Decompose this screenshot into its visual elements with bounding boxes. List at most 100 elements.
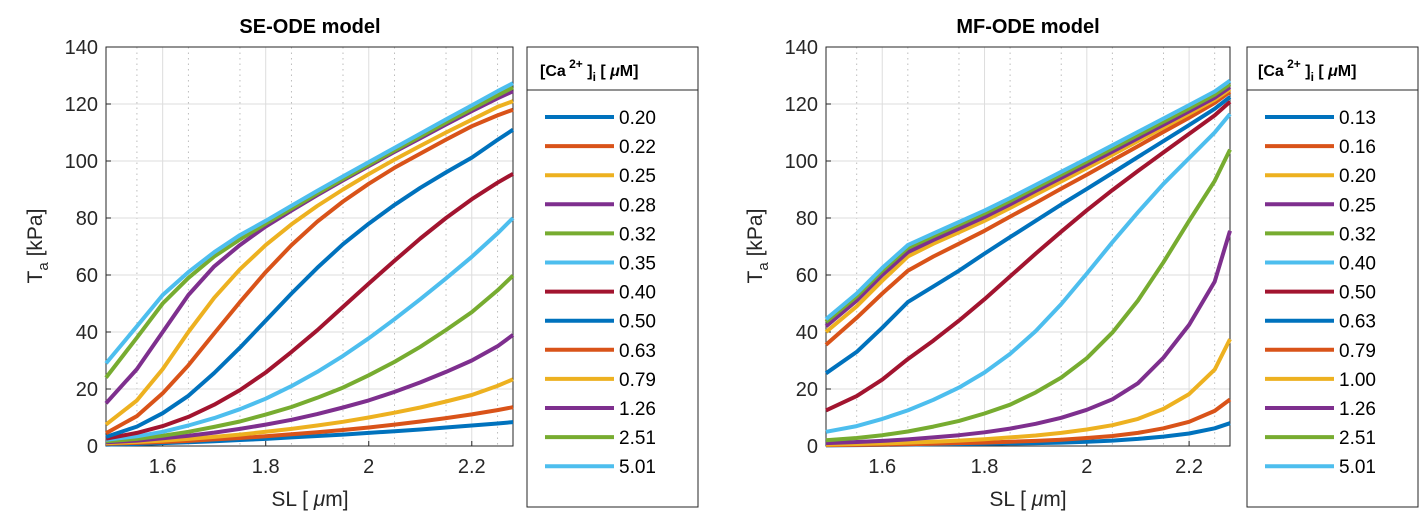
x-tick-label: 2.2 bbox=[458, 456, 486, 478]
series-line-0.35 bbox=[105, 216, 515, 442]
x-tick-label: 1.8 bbox=[971, 456, 999, 478]
series-lines bbox=[104, 81, 515, 447]
y-tick-label: 20 bbox=[796, 379, 818, 401]
legend-item: 0.28 bbox=[545, 195, 656, 216]
legend-item: 1.26 bbox=[1265, 399, 1376, 420]
x-tick-label: 1.6 bbox=[149, 456, 177, 478]
series-line-0.63 bbox=[824, 95, 1232, 375]
legend-label: 0.25 bbox=[619, 166, 656, 187]
legend-items: 0.13 0.16 0.20 0.25 0.32 0.40 0.50 0.63 0.79 1.00… bbox=[1265, 108, 1376, 478]
legend-item: 0.20 bbox=[545, 108, 656, 129]
legend-item: 0.63 bbox=[545, 341, 656, 362]
y-tick-label: 60 bbox=[796, 265, 818, 287]
y-tick-label: 20 bbox=[76, 379, 98, 401]
legend-items: 0.20 0.22 0.25 0.28 0.32 0.35 0.40 0.50 0.63 0.79… bbox=[545, 108, 656, 478]
series-line-5.01 bbox=[824, 78, 1232, 321]
legend-label: 0.13 bbox=[1339, 108, 1376, 129]
series-line-0.79 bbox=[824, 90, 1232, 347]
x-tick-label: 2 bbox=[1081, 456, 1092, 478]
y-tick-label: 100 bbox=[785, 151, 818, 173]
axes-box bbox=[825, 46, 1231, 447]
series-line-2.51 bbox=[824, 82, 1232, 324]
legend-label: 0.50 bbox=[619, 312, 656, 333]
x-tick-label: 1.8 bbox=[252, 456, 280, 478]
legend-label: 0.40 bbox=[1339, 254, 1376, 275]
legend-item: 0.32 bbox=[545, 224, 656, 245]
y-tick-label: 120 bbox=[65, 94, 98, 116]
series-line-1.00 bbox=[824, 87, 1232, 334]
y-axis-label: Ta [kPa] bbox=[744, 209, 772, 284]
axes-box bbox=[105, 46, 514, 447]
series-lines bbox=[824, 78, 1232, 448]
chart-se-ode: 0 20 40 60 80 100 120 140 1.6 1.8 2 2.2 SE-ODE mod… bbox=[24, 16, 699, 511]
legend-item: 2.51 bbox=[1265, 428, 1376, 449]
series-line-0.32 bbox=[105, 274, 515, 444]
y-tick-label: 0 bbox=[807, 436, 818, 458]
legend-item: 0.50 bbox=[545, 312, 656, 333]
legend-label: 0.79 bbox=[1339, 341, 1376, 362]
legend-item: 0.25 bbox=[1265, 195, 1376, 216]
y-tick-label: 40 bbox=[796, 322, 818, 344]
series-line-0.32 bbox=[825, 148, 1232, 443]
series-line-0.25 bbox=[825, 230, 1232, 446]
legend-item: 0.32 bbox=[1265, 224, 1376, 245]
series-line-2.51 bbox=[104, 85, 514, 379]
chart-title: SE-ODE model bbox=[239, 16, 380, 38]
y-axis-label: Ta [kPa] bbox=[24, 209, 52, 284]
legend-item: 0.79 bbox=[1265, 341, 1376, 362]
legend-item: 0.25 bbox=[545, 166, 656, 187]
y-tick-label: 140 bbox=[65, 37, 98, 59]
legend-label: 0.20 bbox=[1339, 166, 1376, 187]
legend-label: 1.26 bbox=[1339, 399, 1376, 420]
legend-label: 0.35 bbox=[619, 254, 656, 275]
legend-label: 0.32 bbox=[1339, 224, 1376, 245]
legend-item: 0.63 bbox=[1265, 312, 1376, 333]
legend-label: 0.63 bbox=[619, 341, 656, 362]
chart-title: MF-ODE model bbox=[956, 16, 1099, 38]
series-line-0.63 bbox=[105, 107, 514, 435]
legend-item: 5.01 bbox=[1265, 457, 1376, 478]
series-line-0.50 bbox=[825, 100, 1232, 413]
legend-item: 0.79 bbox=[545, 370, 656, 391]
legend-label: 0.20 bbox=[619, 108, 656, 129]
series-line-0.20 bbox=[825, 338, 1232, 447]
series-line-0.79 bbox=[104, 99, 514, 427]
series-line-0.40 bbox=[105, 172, 514, 441]
legend-item: 1.26 bbox=[545, 399, 656, 420]
y-tick-labels: 0 20 40 60 80 100 120 140 bbox=[785, 37, 818, 458]
legend-label: 0.40 bbox=[619, 283, 656, 304]
legend-label: 5.01 bbox=[1339, 457, 1376, 478]
legend-label: 0.79 bbox=[619, 370, 656, 391]
y-tick-labels: 0 20 40 60 80 100 120 140 bbox=[65, 37, 98, 458]
chart-mf-ode: 0 20 40 60 80 100 120 140 1.6 1.8 2 2.2 MF-ODE mod… bbox=[744, 16, 1419, 511]
x-axis-label: SL [ μm] bbox=[989, 488, 1066, 511]
x-tick-label: 2.2 bbox=[1175, 456, 1203, 478]
legend-label: 0.63 bbox=[1339, 312, 1376, 333]
legend-label: 2.51 bbox=[619, 428, 656, 449]
series-line-0.28 bbox=[105, 333, 515, 445]
y-tick-label: 80 bbox=[796, 208, 818, 230]
y-tick-label: 140 bbox=[785, 37, 818, 59]
legend-item: 0.40 bbox=[545, 283, 656, 304]
legend-label: 0.22 bbox=[619, 137, 656, 158]
x-tick-labels: 1.6 1.8 2 2.2 bbox=[868, 456, 1203, 478]
legend-item: 0.20 bbox=[1265, 166, 1376, 187]
series-line-5.01 bbox=[104, 81, 514, 365]
legend-item: 1.00 bbox=[1265, 370, 1376, 391]
y-tick-label: 0 bbox=[87, 436, 98, 458]
legend-item: 0.35 bbox=[545, 254, 656, 275]
legend-label: 2.51 bbox=[1339, 428, 1376, 449]
legend-label: 0.28 bbox=[619, 195, 656, 216]
legend-item: 0.16 bbox=[1265, 137, 1376, 158]
x-axis-label: SL [ μm] bbox=[271, 488, 348, 511]
legend-label: 0.50 bbox=[1339, 283, 1376, 304]
x-tick-label: 1.6 bbox=[868, 456, 896, 478]
legend-label: 0.32 bbox=[619, 224, 656, 245]
x-tick-labels: 1.6 1.8 2 2.2 bbox=[149, 456, 486, 478]
legend-label: 0.16 bbox=[1339, 137, 1376, 158]
y-tick-label: 100 bbox=[65, 151, 98, 173]
series-line-1.26 bbox=[824, 85, 1232, 328]
series-line-0.40 bbox=[825, 112, 1232, 434]
